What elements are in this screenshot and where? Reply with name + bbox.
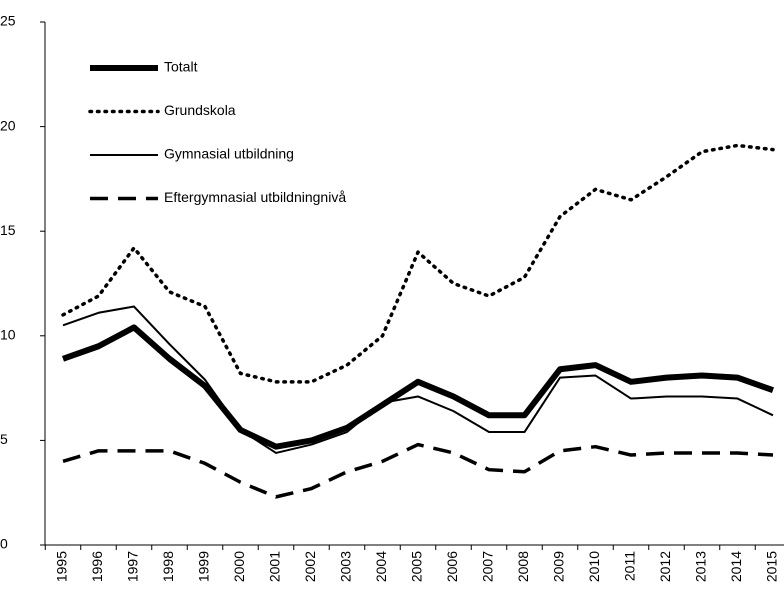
legend-label: Eftergymnasial utbildningnivå: [164, 189, 346, 205]
x-tick-label: 2008: [515, 551, 531, 582]
x-tick-label: 1997: [125, 551, 141, 582]
x-tick-label: 1995: [54, 551, 70, 582]
legend-label: Gymnasial utbildning: [164, 146, 294, 162]
series-line: [61, 324, 775, 450]
x-tick-label: 2004: [373, 551, 389, 582]
x-tick-label: 1996: [89, 551, 105, 582]
series-line: [62, 305, 774, 454]
x-tick-label: 2009: [551, 551, 567, 582]
x-tick-label: 2002: [302, 551, 318, 582]
x-tick-label: 2000: [231, 551, 247, 582]
x-tick-label: 2006: [444, 551, 460, 582]
x-tick-label: 2013: [693, 551, 709, 582]
x-tick-label: 2005: [409, 551, 425, 582]
x-tick-label: 2007: [480, 551, 496, 582]
y-tick-label: 10: [0, 327, 16, 343]
x-tick-label: 2003: [338, 551, 354, 582]
x-tick-label: 2014: [728, 551, 744, 582]
y-tick-label: 20: [0, 117, 16, 133]
x-tick-label: 1999: [196, 551, 212, 582]
y-tick-label: 15: [0, 222, 16, 238]
legend-label: Totalt: [164, 59, 198, 75]
series-line: [62, 442, 774, 499]
x-tick-label: 1998: [160, 551, 176, 582]
x-tick-label: 2015: [764, 551, 780, 582]
x-tick-label: 2001: [267, 551, 283, 582]
x-tick-label: 2011: [622, 551, 638, 581]
series-line: [61, 143, 775, 384]
y-tick-label: 25: [0, 13, 16, 29]
x-tick-label: 2010: [586, 551, 602, 582]
y-tick-label: 0: [0, 536, 8, 552]
legend-label: Grundskola: [164, 102, 236, 118]
y-tick-label: 5: [0, 431, 8, 447]
x-tick-label: 2012: [657, 551, 673, 582]
